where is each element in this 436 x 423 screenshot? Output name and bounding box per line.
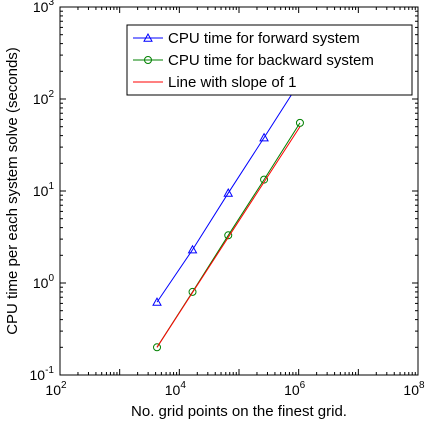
legend-label-backward: CPU time for backward system [168,52,374,69]
x-axis-label: No. grid points on the finest grid. [131,403,347,420]
y-tick-label: 103 [33,0,55,15]
data-point-forward [152,297,162,306]
legend-label-forward: CPU time for forward system [168,30,360,47]
y-axis-label: CPU time per each system solve (seconds) [4,47,21,335]
series-line-slope [156,126,301,348]
legend-label-slope: Line with slope of 1 [168,74,296,91]
axis-tick-labels: 102 104 106 108 10-1 100 101 102 103 [30,0,425,398]
plot-content [152,76,305,352]
legend-box [126,24,413,96]
y-tick-label: 10-1 [30,365,55,383]
axis-ticks [59,7,418,376]
data-point-forward [223,188,234,197]
data-point-forward [259,132,269,142]
data-point-backward [260,175,269,184]
legend: CPU time for forward system CPU time for… [126,24,413,96]
legend-marker-glyph [144,56,152,64]
data-point-forward [187,244,198,254]
legend-marker-backward [144,56,152,64]
legend-entry-slope: Line with slope of 1 [133,74,296,91]
y-tick-label: 101 [33,181,55,199]
y-tick-label: 100 [33,273,55,291]
legend-entry-forward: CPU time for forward system [133,30,360,47]
legend-entry-backward: CPU time for backward system [133,52,374,69]
legend-marker-forward [143,32,153,42]
x-tick-label: 106 [284,380,306,398]
data-point-backward [188,287,197,296]
data-point-backward [224,231,233,240]
series-line-forward [156,81,301,303]
data-point-backward [153,343,162,352]
x-tick-label: 104 [165,380,187,398]
y-tick-label: 102 [33,89,55,107]
legend-marker-glyph [143,32,153,42]
x-tick-label: 108 [403,380,425,398]
x-tick-label: 102 [45,380,67,398]
data-point-backward [295,118,304,127]
